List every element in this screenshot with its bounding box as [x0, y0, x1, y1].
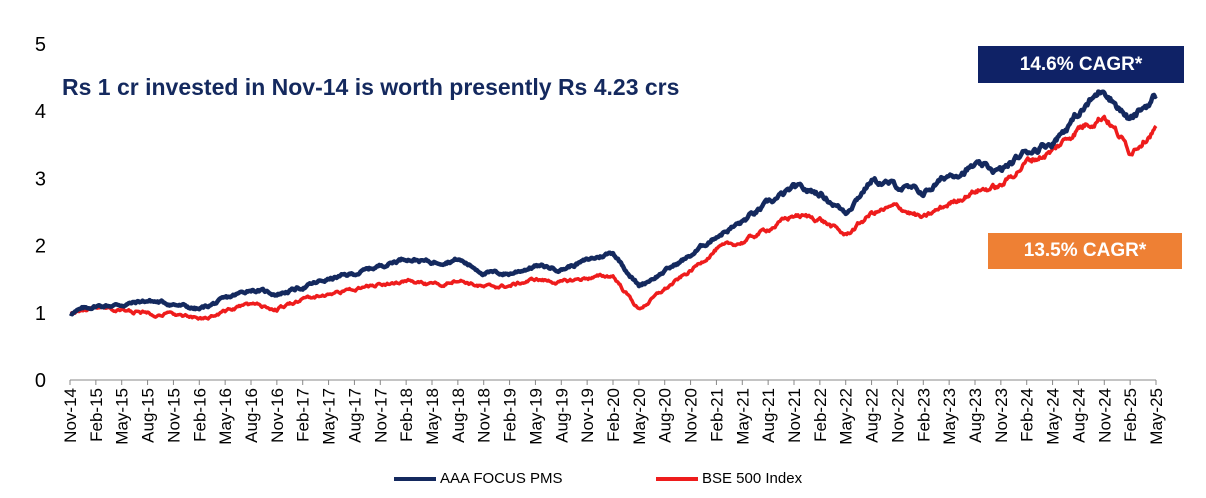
x-tick-label: Feb-18 [397, 388, 416, 442]
x-tick-label: Aug-24 [1069, 388, 1088, 443]
x-tick-label: May-16 [216, 388, 235, 445]
y-tick-label: 5 [35, 34, 46, 56]
chart-headline: Rs 1 cr invested in Nov-14 is worth pres… [62, 74, 680, 100]
series-line-bse [69, 114, 1158, 321]
x-tick-label: Nov-20 [682, 388, 701, 443]
x-tick-label: Aug-17 [345, 388, 364, 443]
x-tick-label: Aug-19 [552, 388, 571, 443]
x-tick-label: Feb-24 [1018, 388, 1037, 442]
x-tick-label: Feb-17 [294, 388, 313, 442]
x-tick-label: Feb-25 [1121, 388, 1140, 442]
y-tick-label: 3 [35, 168, 46, 190]
x-tick-label: Aug-15 [139, 388, 158, 443]
x-tick-label: Feb-23 [914, 388, 933, 442]
x-tick-label: Feb-22 [811, 388, 830, 442]
x-tick-label: Aug-23 [966, 388, 985, 443]
x-tick-label: Nov-18 [475, 388, 494, 443]
x-tick-label: Aug-21 [759, 388, 778, 443]
x-tick-label: May-20 [630, 388, 649, 445]
legend-label-bse: BSE 500 Index [702, 470, 803, 487]
x-tick-label: May-23 [940, 388, 959, 445]
y-tick-label: 2 [35, 236, 46, 258]
x-tick-label: Nov-17 [371, 388, 390, 443]
bse-cagr-badge: 13.5% CAGR* [988, 233, 1182, 269]
x-tick-label: Nov-14 [61, 388, 80, 443]
legend-swatch-bse [656, 476, 698, 481]
x-tick-label: Nov-19 [578, 388, 597, 443]
x-tick-label: May-22 [837, 388, 856, 445]
series-layer [68, 87, 1158, 321]
x-tick-label: Aug-16 [242, 388, 261, 443]
y-tick-label: 0 [35, 370, 46, 392]
pms-cagr-badge: 14.6% CAGR* [978, 46, 1184, 83]
x-tick-label: Feb-15 [87, 388, 106, 442]
x-tick-label: May-24 [1044, 388, 1063, 445]
legend-swatch-pms [394, 476, 436, 481]
y-tick-label: 4 [35, 101, 46, 123]
x-tick-label: Feb-16 [190, 388, 209, 442]
x-tick-label: Feb-21 [707, 388, 726, 442]
x-tick-label: May-17 [320, 388, 339, 445]
x-axis: Nov-14 Feb-15 May-15 Aug-15 Nov-15 Feb-16 May-… [61, 379, 1166, 445]
x-tick-label: May-25 [1147, 388, 1166, 445]
x-tick-label: Nov-24 [1095, 388, 1114, 443]
x-tick-label: Aug-20 [656, 388, 675, 443]
y-tick-label: 1 [35, 303, 46, 325]
x-tick-label: May-18 [423, 388, 442, 445]
x-tick-label: May-15 [113, 388, 132, 445]
x-tick-label: Nov-22 [888, 388, 907, 443]
y-axis: 0 1 2 3 4 5 [35, 34, 46, 392]
legend-item-bse: BSE 500 Index [656, 470, 802, 487]
x-tick-label: Aug-18 [449, 388, 468, 443]
x-tick-label: Nov-16 [268, 388, 287, 443]
x-tick-label: Nov-21 [785, 388, 804, 443]
x-tick-label: Aug-22 [863, 388, 882, 443]
x-tick-label: May-19 [526, 388, 545, 445]
legend-item-pms: AAA FOCUS PMS [394, 470, 563, 487]
x-tick-label: Feb-19 [501, 388, 520, 442]
x-tick-label: Nov-23 [992, 388, 1011, 443]
legend-label-pms: AAA FOCUS PMS [440, 470, 563, 487]
series-line-pms [68, 89, 1158, 317]
x-tick-label: May-21 [733, 388, 752, 445]
x-tick-label: Feb-20 [604, 388, 623, 442]
x-tick-label: Nov-15 [164, 388, 183, 443]
